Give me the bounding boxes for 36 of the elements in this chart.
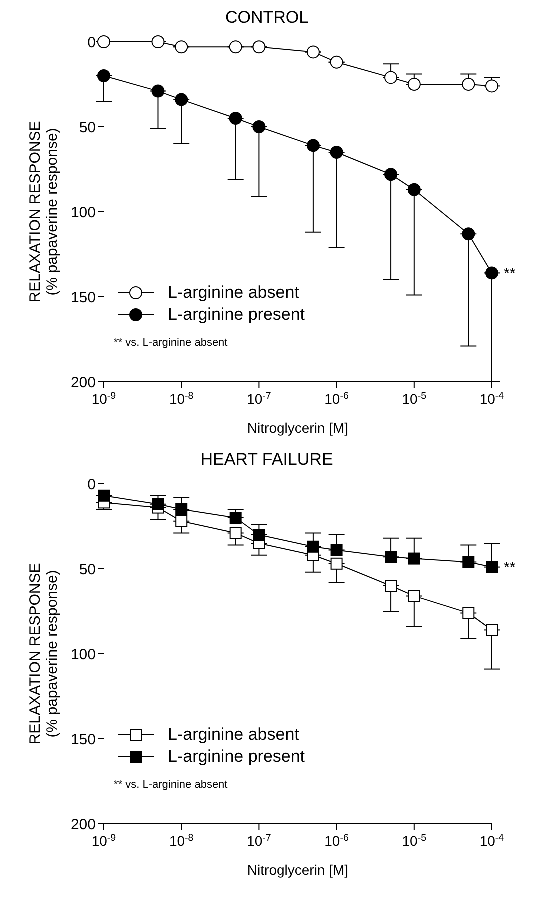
- x-tick-label: 10$^{-8}$: [169, 390, 194, 407]
- y-tick-label: 150: [70, 731, 96, 748]
- x-axis-title: Nitroglycerin [M]: [247, 420, 349, 436]
- x-tick-label: 10$^{-9}$: [92, 390, 116, 407]
- y-axis-title: RELAXATION RESPONSE (% papaverine response): [27, 121, 61, 303]
- legend-label: L-arginine present: [168, 747, 306, 767]
- legend-label: L-arginine absent: [168, 283, 300, 303]
- x-tick-label: 10$^{-6}$: [324, 390, 350, 407]
- y-tick-label: 0: [88, 476, 96, 494]
- x-tick-label: 10$^{-5}$: [402, 832, 428, 849]
- y-axis-title: RELAXATION RESPONSE (% papaverine response): [27, 563, 61, 745]
- legend-label: L-arginine present: [168, 305, 306, 325]
- x-tick-label: 10$^{-8}$: [169, 832, 194, 849]
- legend-label: L-arginine absent: [168, 725, 300, 745]
- annotation: ** vs. L-arginine absent: [114, 779, 228, 791]
- annotation: **: [504, 560, 516, 577]
- annotation: **: [504, 266, 516, 283]
- y-tick-label: 200: [70, 374, 96, 392]
- x-tick-label: 10$^{-5}$: [402, 390, 428, 407]
- x-tick-label: 10$^{-7}$: [247, 832, 272, 849]
- x-tick-label: 10$^{-6}$: [324, 832, 350, 849]
- x-tick-label: 10$^{-4}$: [480, 390, 505, 407]
- chart-title: HEART FAILURE: [200, 450, 334, 470]
- x-tick-label: 10$^{-9}$: [92, 832, 116, 849]
- y-tick-label: 50: [79, 119, 96, 136]
- y-tick-label: 0: [88, 34, 96, 52]
- y-tick-label: 150: [70, 289, 96, 306]
- annotation: ** vs. L-arginine absent: [114, 337, 228, 349]
- chart-title: CONTROL: [224, 8, 310, 28]
- y-tick-label: 200: [70, 816, 96, 834]
- x-tick-label: 10$^{-4}$: [480, 832, 505, 849]
- y-tick-label: 100: [70, 204, 96, 222]
- y-tick-label: 50: [79, 561, 96, 578]
- x-axis-title: Nitroglycerin [M]: [247, 862, 349, 878]
- y-tick-label: 100: [70, 646, 96, 664]
- x-tick-label: 10$^{-7}$: [247, 390, 272, 407]
